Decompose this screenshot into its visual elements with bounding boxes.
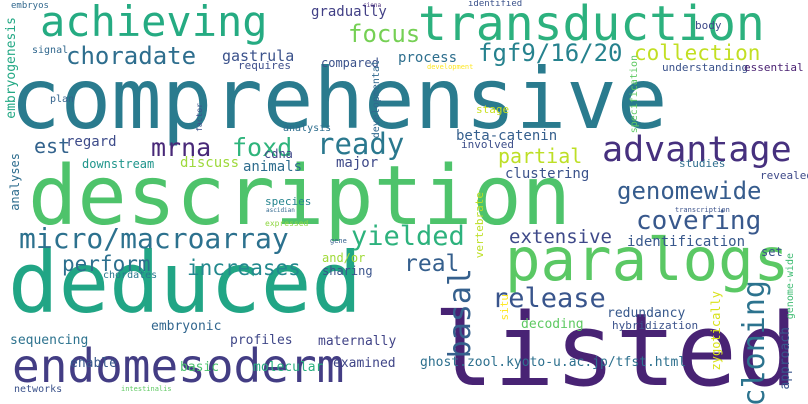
word-development: development [427, 64, 473, 71]
word-basal: basal [446, 268, 476, 358]
word-embryos: embryos [11, 2, 49, 11]
word-zygotically: zygotically [710, 291, 722, 370]
word-embryonic: embryonic [151, 320, 221, 333]
word-approach: approach [779, 327, 792, 390]
word-signal: signal [32, 46, 68, 56]
word-revealed: revealed [760, 170, 808, 181]
word-real: real [404, 253, 459, 276]
word-body: body [695, 20, 722, 31]
word-situ: situ [499, 294, 510, 321]
word-vertebrate: vertebrate [474, 192, 485, 258]
word-basic: basic [180, 361, 219, 374]
word-specification: specification [630, 55, 640, 133]
word-extensive: extensive [509, 228, 612, 247]
word-est: est [34, 136, 70, 156]
word-cloning: cloning [740, 280, 770, 404]
word-sequencing: sequencing [10, 334, 88, 347]
word-regard: regard [66, 135, 117, 149]
word-decoding: decoding [521, 318, 584, 331]
word-analysis: analysis [283, 124, 331, 134]
word-ascidian: ascidian [266, 208, 295, 214]
word-downstream: downstream [82, 158, 154, 170]
word-networks: networks [14, 385, 62, 395]
word-transcription: transcription [675, 207, 730, 214]
word-fgf9-16-20: fgf9/16/20 [478, 41, 623, 65]
word-involved: involved [461, 139, 514, 150]
word-ciona: ciona [363, 3, 381, 9]
word-profiles: profiles [230, 334, 293, 347]
word-hybridization: hybridization [612, 320, 698, 331]
word-focus: focus [348, 22, 420, 46]
word-plan: plan [50, 95, 74, 105]
word-essential: essential [744, 62, 804, 73]
word-discuss: discuss [180, 156, 239, 170]
word-major: major [336, 156, 378, 170]
word-increases: increases [187, 258, 301, 279]
word-expressed: expressed [265, 220, 308, 228]
word-studies: studies [679, 158, 725, 169]
word-micro-macroarray: micro/macroarray [19, 225, 289, 253]
word-requires: requires [238, 60, 291, 71]
word-understanding: understanding [662, 62, 748, 73]
word-enable: enable [70, 357, 117, 370]
word-genomewide: genomewide [617, 179, 762, 203]
word-gene: gene [330, 238, 347, 245]
word-genome-wide: genome-wide [786, 253, 796, 319]
word-species: species [265, 196, 311, 207]
word-developmental: developmental [372, 60, 382, 138]
word-and-or: and/or [322, 252, 365, 264]
word-yielded: yielded [351, 223, 465, 250]
word-embryogenesis: embryogenesis [5, 17, 18, 119]
word-sharing: sharing [322, 265, 373, 277]
word-analyses: analyses [9, 153, 21, 211]
word-intestinalis: intestinalis [121, 386, 172, 393]
word-chordates: chordates [103, 271, 157, 281]
word-set: set [761, 246, 783, 258]
word-achieving: achieving [40, 1, 268, 43]
word-identified: identified [468, 0, 522, 9]
word-url: ghost.zool.kyoto-u.ac.jp/tfst.html [420, 356, 686, 369]
word-examined: examined [333, 357, 396, 370]
word-clustering: clustering [505, 167, 589, 181]
word-animals: animals [243, 160, 302, 174]
word-identification: identification [627, 235, 745, 249]
word-maternally: maternally [318, 335, 396, 348]
word-stage: stage [476, 104, 509, 115]
word-molecular: molecular [253, 361, 323, 374]
word-factor: factor [196, 103, 204, 132]
word-choradate: choradate [66, 44, 196, 68]
